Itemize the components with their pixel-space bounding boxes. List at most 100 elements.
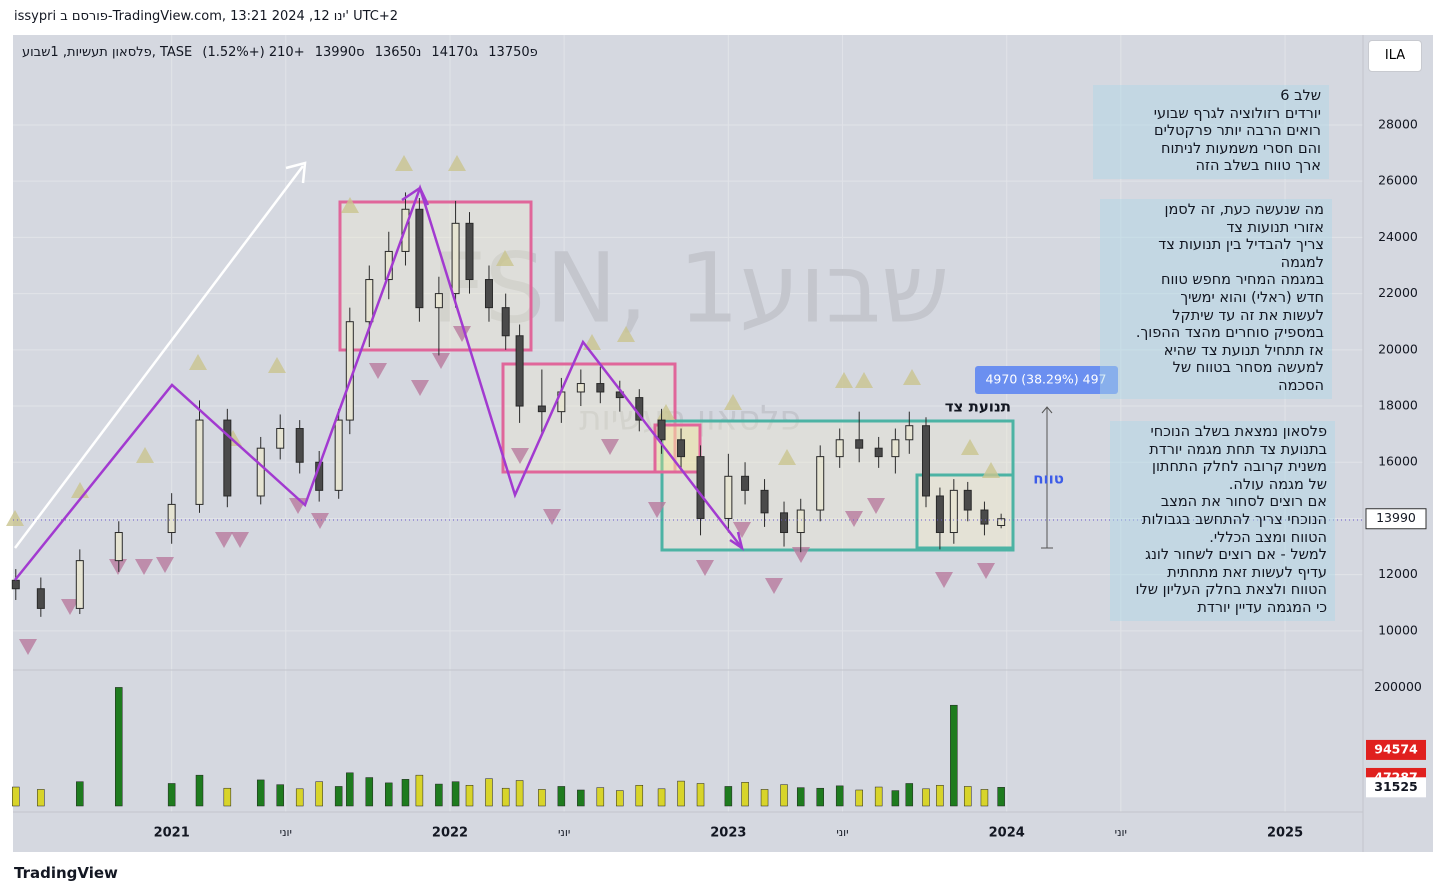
note-line: אם רוצים לסחור את המצב bbox=[1160, 494, 1327, 511]
fractal bbox=[268, 357, 286, 373]
fractal bbox=[792, 547, 810, 563]
candle-body bbox=[537, 405, 546, 413]
publish-line: issypri פורסם ב-TradingView.com, 13:21 2… bbox=[14, 9, 399, 24]
chart-background bbox=[13, 35, 1433, 852]
candle-body bbox=[855, 439, 864, 449]
fractal bbox=[109, 559, 127, 575]
candle-body bbox=[596, 383, 605, 393]
volume-bar bbox=[922, 788, 930, 807]
volume-bar bbox=[435, 783, 443, 807]
candle-body bbox=[576, 383, 585, 393]
y-tick-label: 28000 bbox=[1378, 116, 1418, 131]
fractal bbox=[369, 363, 387, 379]
fractal bbox=[845, 511, 863, 527]
volume-bar bbox=[741, 782, 749, 807]
y-tick-label: 12000 bbox=[1378, 566, 1418, 581]
candle-body bbox=[780, 512, 789, 534]
candle-body bbox=[223, 419, 232, 497]
candle-body bbox=[295, 428, 304, 463]
candle-body bbox=[796, 509, 805, 534]
note-line: מה שנעשה כעת, זה לסמן bbox=[1164, 202, 1325, 218]
candle-body bbox=[334, 419, 343, 491]
y-tick-label: 18000 bbox=[1378, 398, 1418, 413]
candle-body bbox=[724, 475, 733, 519]
volume-bar bbox=[796, 787, 805, 807]
candle-body bbox=[415, 208, 424, 309]
y2-tick-label: 200000 bbox=[1374, 679, 1422, 694]
trend-arrow-head bbox=[285, 161, 307, 184]
volume-bar bbox=[997, 787, 1005, 807]
note-line: רואים הרבה יותר פרקטלים bbox=[1154, 123, 1321, 140]
candle-body bbox=[276, 428, 285, 449]
candle-body bbox=[963, 489, 972, 511]
candle-body bbox=[997, 518, 1006, 526]
currency-button[interactable]: ILA bbox=[1368, 40, 1422, 72]
volume-bar bbox=[451, 781, 460, 807]
note-line: בתנועת צד תחת מגמה יורדת bbox=[1149, 441, 1327, 458]
zone bbox=[338, 200, 533, 352]
candle-body bbox=[11, 579, 20, 590]
watermark: FSN, 1שבוע bbox=[431, 232, 949, 344]
volume-tag bbox=[1366, 777, 1426, 798]
note-line: במספיק סוחרים מהצד ההפוך. bbox=[1135, 325, 1324, 342]
volume-tag bbox=[1366, 739, 1426, 760]
fractal bbox=[156, 557, 174, 573]
note-line: לעשות את זה עד שיתקל bbox=[1172, 307, 1324, 324]
volume-bar bbox=[195, 774, 204, 807]
x-tick-label: יוני bbox=[1115, 826, 1127, 839]
zone bbox=[915, 473, 1015, 550]
candle-body bbox=[167, 503, 176, 534]
candle-body bbox=[657, 419, 666, 441]
volume-bar bbox=[538, 789, 546, 807]
watermark-sub: פלסאון תעשיות bbox=[579, 399, 801, 439]
footer-logo: TradingView bbox=[14, 864, 118, 882]
volume-bar bbox=[465, 784, 474, 807]
volume-bar bbox=[905, 783, 914, 807]
zigzag-head bbox=[401, 186, 430, 206]
fractal bbox=[496, 250, 514, 266]
volume-tag-label: 94574 bbox=[1374, 741, 1418, 756]
x-tick-label: 2023 bbox=[710, 826, 746, 841]
volume-bar bbox=[315, 781, 323, 807]
note-line: פלסאון נמצאת בשלב הנוכחי bbox=[1150, 424, 1328, 440]
volume-bar bbox=[295, 788, 304, 807]
note-line: למעשה מסחר בטווח של bbox=[1172, 360, 1324, 377]
candle-body bbox=[345, 321, 354, 421]
candle-body bbox=[835, 439, 844, 458]
fractal bbox=[135, 559, 153, 575]
fractal bbox=[867, 498, 885, 514]
fractal bbox=[395, 155, 413, 171]
volume-bar bbox=[365, 777, 374, 807]
fractal bbox=[935, 572, 953, 588]
fractal bbox=[617, 326, 635, 342]
note: שלב 6 יורדים רזולוציה לגרף שבועי רואים הרב… bbox=[1093, 85, 1329, 179]
fractal bbox=[733, 522, 751, 538]
volume-bar bbox=[256, 779, 265, 807]
fractal bbox=[543, 509, 561, 525]
fractal bbox=[982, 462, 1000, 478]
y-tick-label: 20000 bbox=[1378, 341, 1418, 356]
volume-bar bbox=[874, 786, 883, 807]
fractal bbox=[648, 502, 666, 518]
fractal bbox=[724, 394, 742, 410]
trend-arrow bbox=[14, 165, 304, 549]
volume-bar bbox=[816, 787, 824, 807]
volume-bar bbox=[577, 789, 585, 807]
note: מה שנעשה כעת, זה לסמן אזורי תנועות צד צריך… bbox=[1100, 199, 1332, 399]
note-line: הסכמה bbox=[1278, 377, 1324, 394]
volume-bar bbox=[963, 786, 972, 807]
fractal bbox=[19, 639, 37, 655]
note-line: אז תתחיל תנועת צד שהיא bbox=[1163, 342, 1324, 359]
candle-body bbox=[515, 335, 524, 407]
candle-body bbox=[465, 222, 474, 281]
fractal bbox=[61, 599, 79, 615]
note-line: הטווח ולצאת בחלק העליון שלו bbox=[1135, 582, 1328, 599]
candle-body bbox=[36, 588, 45, 609]
volume-bar bbox=[855, 789, 863, 807]
note-line: אזורי תנועות צד bbox=[1226, 219, 1324, 236]
candle-body bbox=[451, 222, 460, 295]
x-tick-label: 2021 bbox=[154, 826, 190, 841]
ohlc: נ13650 bbox=[374, 45, 422, 60]
candle-body bbox=[935, 495, 944, 534]
